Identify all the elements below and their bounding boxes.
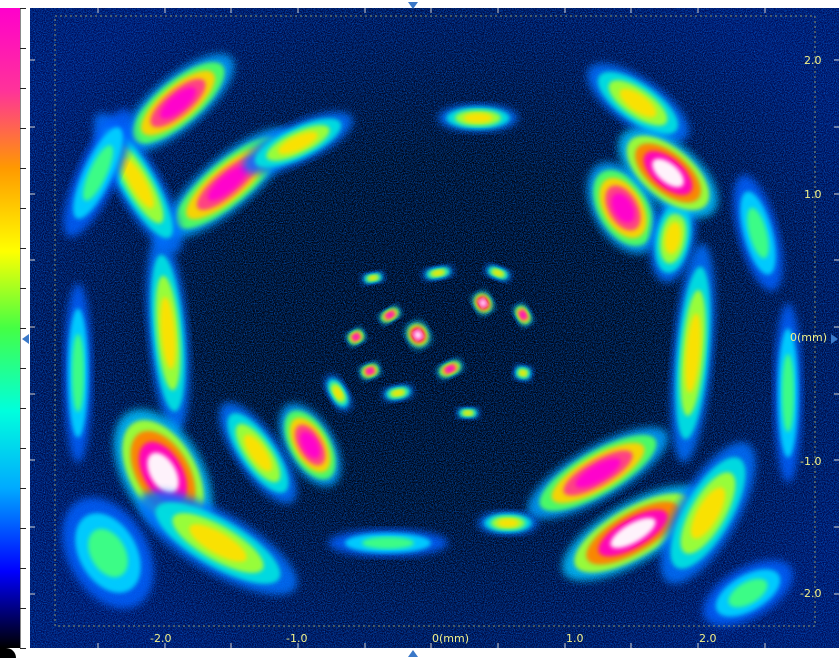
fringe-lobe — [619, 88, 657, 118]
y-tick-label: 1.0 — [804, 188, 822, 201]
colorbar-tick — [20, 528, 26, 529]
intensity-map — [30, 8, 839, 648]
dotted-frame — [54, 15, 816, 627]
fringe-lobe — [611, 193, 635, 223]
fringe-lobe — [747, 207, 769, 259]
fringe-lobe — [160, 87, 196, 119]
fringe-lobe — [71, 334, 85, 412]
fringe-lobe — [684, 313, 702, 393]
y-tick-label: -2.0 — [800, 587, 822, 600]
colorbar-gradient — [0, 8, 20, 648]
left-cursor-marker-icon[interactable] — [22, 334, 29, 344]
fringe-lobe — [575, 458, 621, 488]
fringe-lobe — [610, 517, 656, 549]
colorbar-tick — [20, 248, 26, 249]
y-tick-label: 2.0 — [804, 54, 822, 67]
fringe-lobe — [445, 366, 455, 372]
fringe-lobe — [366, 368, 374, 374]
top-cursor-marker-icon[interactable] — [408, 2, 418, 9]
fringe-lobe — [386, 312, 394, 318]
x-tick-label: 0(mm) — [432, 632, 470, 645]
fringe-lobe — [664, 221, 682, 255]
fringe-lobe — [88, 528, 128, 578]
fringe-lobe — [300, 431, 320, 459]
fringe-lobe — [207, 165, 249, 201]
y-tick-label: -1.0 — [800, 455, 822, 468]
bottom-cursor-marker-icon[interactable] — [408, 650, 418, 657]
fringe-rings — [62, 53, 802, 627]
fringe-lobe — [520, 311, 526, 319]
fringe-lobe — [82, 145, 114, 201]
fringe-lobe — [432, 270, 444, 276]
fringe-lobe — [121, 157, 155, 209]
fringe-lobe — [463, 410, 473, 416]
colorbar-tick — [20, 328, 26, 329]
fringe-lobe — [690, 487, 726, 539]
fringe-lobe — [189, 524, 247, 562]
corner-handle — [0, 648, 16, 658]
colorbar-ticks — [20, 8, 30, 649]
fringe-lobe — [479, 299, 487, 307]
colorbar — [0, 8, 21, 648]
fringe-lobe — [243, 434, 273, 472]
colorbar-tick — [20, 568, 26, 569]
fringe-lobe — [362, 536, 414, 550]
fringe-lobe — [652, 158, 684, 188]
fringe-lobe — [352, 334, 360, 340]
colorbar-tick — [20, 48, 26, 49]
x-tick-label: -2.0 — [150, 632, 172, 645]
fringe-lobe — [278, 131, 318, 155]
intensity-image[interactable] — [30, 8, 839, 648]
fringe-lobe — [497, 518, 519, 528]
colorbar-tick — [20, 368, 26, 369]
fringe-lobe — [333, 386, 343, 400]
fringe-lobe — [493, 270, 503, 276]
axis-ticks — [30, 8, 839, 648]
fringe-lobe — [368, 275, 378, 281]
colorbar-tick — [20, 88, 26, 89]
y-tick-label: 0(mm) — [790, 331, 828, 344]
colorbar-tick — [20, 8, 26, 9]
fringe-lobe — [728, 578, 768, 608]
fringe-lobe — [392, 389, 404, 397]
colorbar-tick — [20, 168, 26, 169]
x-tick-label: -1.0 — [286, 632, 308, 645]
colorbar-tick — [20, 608, 26, 609]
fringe-lobe — [413, 330, 423, 340]
colorbar-tick — [20, 408, 26, 409]
right-cursor-marker-icon[interactable] — [831, 334, 838, 344]
fringe-lobe — [160, 296, 176, 370]
fringe-lobe — [519, 370, 527, 376]
colorbar-tick — [20, 128, 26, 129]
dotted-frame-rect — [54, 15, 816, 627]
fringe-lobe — [781, 354, 795, 432]
fringe-lobe — [147, 452, 179, 494]
fringe-lobe — [463, 112, 493, 124]
colorbar-tick — [20, 648, 26, 649]
colorbar-tick — [20, 448, 26, 449]
colorbar-tick — [20, 288, 26, 289]
x-tick-label: 2.0 — [699, 632, 717, 645]
colorbar-tick — [20, 488, 26, 489]
x-tick-label: 1.0 — [566, 632, 584, 645]
colorbar-tick — [20, 208, 26, 209]
